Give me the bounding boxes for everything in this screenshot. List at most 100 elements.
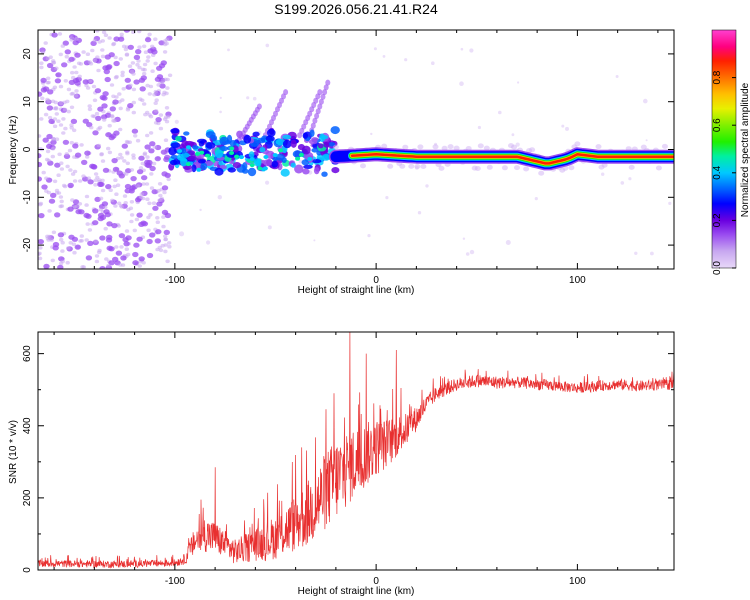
noise-blob [85, 52, 91, 56]
noise-blob [153, 109, 159, 113]
noise-blob [94, 111, 100, 116]
noise-blob [57, 232, 65, 238]
noise-blob [133, 242, 140, 248]
noise-blob [125, 161, 130, 166]
noise-blob [79, 234, 85, 238]
noise-blob [121, 143, 128, 149]
noise-speck [367, 234, 371, 238]
noise-blob [108, 52, 115, 58]
noise-blob [46, 133, 53, 140]
noise-blob [50, 139, 57, 145]
noise-blob [129, 213, 135, 217]
noise-blob [74, 89, 79, 93]
noise-blob [111, 223, 118, 229]
noise-blob [152, 145, 157, 149]
noise-blob [44, 176, 49, 181]
signal-blob [265, 135, 275, 142]
carrier-halo [661, 143, 668, 149]
carrier-halo [595, 144, 602, 150]
noise-blob [47, 209, 52, 213]
noise-blob [92, 208, 99, 214]
noise-blob [101, 30, 107, 35]
noise-blob [137, 45, 142, 49]
signal-blob [321, 154, 331, 161]
noise-blob [100, 178, 105, 183]
noise-blob [38, 246, 43, 250]
noise-blob [136, 59, 141, 63]
noise-blob [140, 67, 146, 72]
noise-blob [57, 32, 63, 36]
noise-blob [69, 36, 75, 40]
noise-blob [157, 182, 163, 186]
noise-blob [38, 239, 44, 245]
signal-core [278, 148, 283, 153]
noise-blob [60, 249, 65, 253]
noise-blob [42, 137, 49, 143]
noise-blob [77, 74, 82, 79]
noise-blob [163, 243, 168, 247]
streak-blob [310, 122, 316, 129]
noise-blob [112, 99, 119, 105]
chart-title: S199.2026.056.21.41.R24 [274, 1, 438, 17]
noise-blob [54, 212, 61, 218]
carrier-halo [483, 145, 490, 151]
noise-blob [38, 213, 45, 219]
noise-blob [59, 167, 65, 171]
noise-blob [143, 112, 148, 117]
noise-speck [370, 132, 373, 136]
noise-blob [154, 238, 161, 244]
noise-blob [120, 73, 125, 78]
x-tick-label: -100 [165, 275, 185, 286]
noise-blob [133, 54, 141, 61]
noise-blob [113, 60, 120, 67]
noise-blob [155, 117, 162, 123]
noise-blob [54, 188, 60, 193]
noise-speck [477, 125, 481, 130]
noise-blob [39, 61, 44, 65]
noise-blob [117, 92, 122, 96]
noise-blob [163, 234, 168, 239]
noise-blob [150, 44, 155, 49]
noise-blob [138, 166, 144, 170]
noise-blob [142, 151, 148, 156]
signal-blob [290, 162, 296, 168]
noise-blob [120, 98, 125, 102]
noise-blob [71, 75, 76, 80]
signal-core [249, 157, 255, 161]
noise-blob [78, 62, 84, 66]
noise-blob [118, 57, 124, 61]
signal-core [234, 154, 240, 159]
noise-blob [163, 138, 169, 142]
noise-speck [668, 201, 672, 205]
noise-blob [130, 176, 137, 182]
noise-speck [515, 142, 520, 147]
noise-blob [114, 192, 119, 196]
noise-blob [70, 70, 75, 75]
noise-blob [43, 263, 50, 269]
signal-core [229, 151, 235, 155]
noise-blob [67, 206, 74, 212]
noise-blob [154, 98, 159, 102]
noise-blob [140, 98, 145, 103]
noise-blob [90, 114, 96, 118]
noise-blob [146, 55, 151, 59]
colorbar-label: Normalized spectral amplitude [740, 82, 750, 217]
streak-blob [312, 117, 318, 124]
x-tick-label: 0 [373, 576, 379, 587]
noise-blob [163, 156, 170, 163]
noise-blob [50, 258, 55, 263]
signal-core [239, 155, 244, 160]
noise-blob [124, 229, 130, 233]
noise-blob [132, 251, 139, 258]
noise-blob [46, 62, 54, 69]
noise-blob [74, 152, 82, 158]
signal-blob [236, 130, 243, 138]
noise-speck [265, 180, 270, 185]
signal-core [298, 152, 304, 157]
noise-blob [118, 106, 123, 111]
noise-blob [68, 168, 73, 172]
noise-blob [46, 80, 51, 85]
noise-blob [64, 49, 72, 55]
